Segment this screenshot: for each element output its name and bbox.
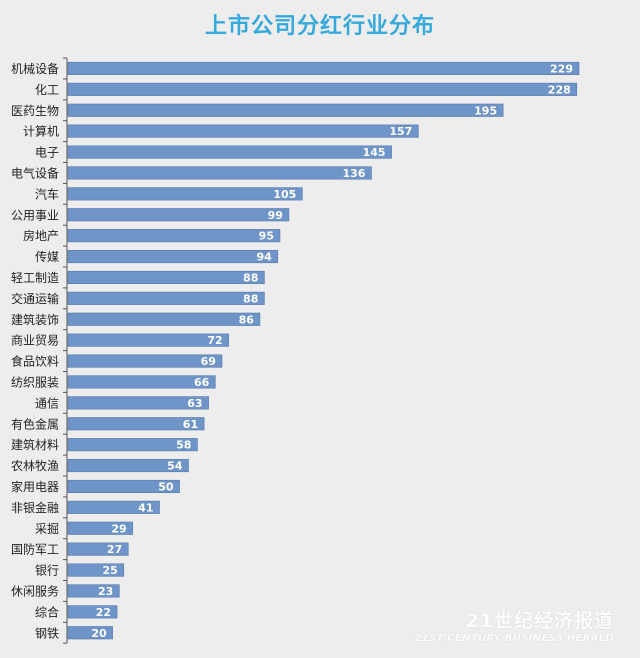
data-label: 29	[111, 522, 126, 535]
category-label: 医药生物	[11, 104, 59, 118]
bar	[67, 61, 580, 76]
data-label: 58	[176, 439, 191, 452]
category-label: 有色金属	[11, 416, 59, 431]
data-label: 145	[363, 146, 386, 159]
category-label: 电气设备	[11, 165, 59, 180]
bar	[67, 229, 281, 243]
bar	[67, 584, 120, 598]
data-label: 22	[96, 606, 111, 619]
bar	[67, 124, 419, 138]
bar	[67, 417, 205, 431]
data-label: 50	[158, 480, 174, 493]
bar	[67, 605, 118, 619]
bar	[67, 563, 125, 577]
watermark-logo: 21世纪经济报道 21ST CENTURY BUSINESS HERALD	[414, 606, 614, 644]
data-label: 228	[548, 83, 571, 96]
bar	[67, 145, 392, 159]
bar	[67, 542, 129, 556]
data-label: 88	[243, 271, 258, 284]
bar	[67, 103, 504, 117]
data-label: 66	[194, 376, 210, 389]
chart-title: 上市公司分红行业分布	[204, 14, 435, 39]
category-label: 公用事业	[11, 208, 59, 222]
data-label: 41	[138, 501, 153, 514]
bar	[67, 187, 303, 201]
category-label: 农林牧渔	[11, 459, 59, 473]
data-label: 88	[243, 292, 258, 305]
data-label: 63	[187, 397, 202, 410]
bar	[67, 250, 279, 264]
data-label: 72	[207, 334, 222, 347]
data-label: 157	[389, 125, 412, 138]
category-label: 化工	[35, 83, 59, 97]
bar	[67, 375, 216, 389]
category-label: 纺织服装	[11, 375, 59, 389]
data-label: 94	[256, 251, 272, 264]
bar	[67, 333, 229, 347]
category-label: 综合	[35, 604, 59, 619]
category-label: 交通运输	[11, 291, 59, 306]
category-label: 电子	[35, 146, 59, 160]
bar	[67, 354, 223, 368]
bar	[67, 626, 113, 640]
bar	[67, 396, 209, 410]
category-label: 房地产	[23, 228, 59, 243]
data-label: 25	[102, 564, 117, 577]
data-label: 99	[268, 209, 283, 222]
data-label: 27	[107, 543, 122, 556]
category-label: 休闲服务	[11, 583, 59, 598]
category-label: 建筑装饰	[11, 312, 59, 327]
category-label: 商业贸易	[11, 333, 59, 348]
watermark-sub-text: 21ST CENTURY BUSINESS HERALD	[414, 633, 614, 644]
data-label: 69	[201, 355, 216, 368]
category-label: 非银金融	[11, 500, 59, 515]
category-label: 传媒	[35, 249, 59, 264]
bar	[67, 521, 134, 535]
data-label: 136	[343, 167, 366, 180]
bar	[67, 479, 180, 494]
bar	[67, 82, 578, 96]
data-label: 20	[91, 627, 107, 640]
category-label: 建筑材料	[11, 437, 59, 452]
bar	[67, 270, 265, 285]
watermark-main-text: 21世纪经济报道	[465, 610, 614, 632]
category-label: 国防军工	[11, 542, 59, 557]
bar	[67, 500, 160, 514]
category-label: 钢铁	[35, 626, 59, 640]
category-label: 计算机	[23, 124, 59, 139]
category-label: 通信	[35, 396, 59, 410]
category-label: 银行	[35, 564, 59, 578]
category-label: 汽车	[35, 186, 59, 201]
data-label: 86	[239, 313, 255, 326]
bar	[67, 208, 290, 222]
data-label: 54	[167, 460, 183, 473]
data-label: 195	[474, 104, 497, 117]
data-label: 61	[183, 418, 198, 431]
category-label: 家用电器	[11, 479, 59, 494]
data-label: 95	[259, 230, 274, 243]
bar	[67, 312, 261, 326]
data-label: 105	[273, 188, 296, 201]
bar	[67, 438, 198, 452]
bar	[67, 458, 189, 473]
bar	[67, 291, 265, 305]
category-label: 机械设备	[11, 61, 59, 76]
category-label: 轻工制造	[11, 271, 59, 285]
category-label: 食品饮料	[11, 354, 59, 369]
category-label: 采掘	[35, 521, 59, 536]
data-label: 229	[550, 62, 573, 75]
bar	[67, 166, 372, 180]
data-label: 23	[98, 585, 113, 598]
